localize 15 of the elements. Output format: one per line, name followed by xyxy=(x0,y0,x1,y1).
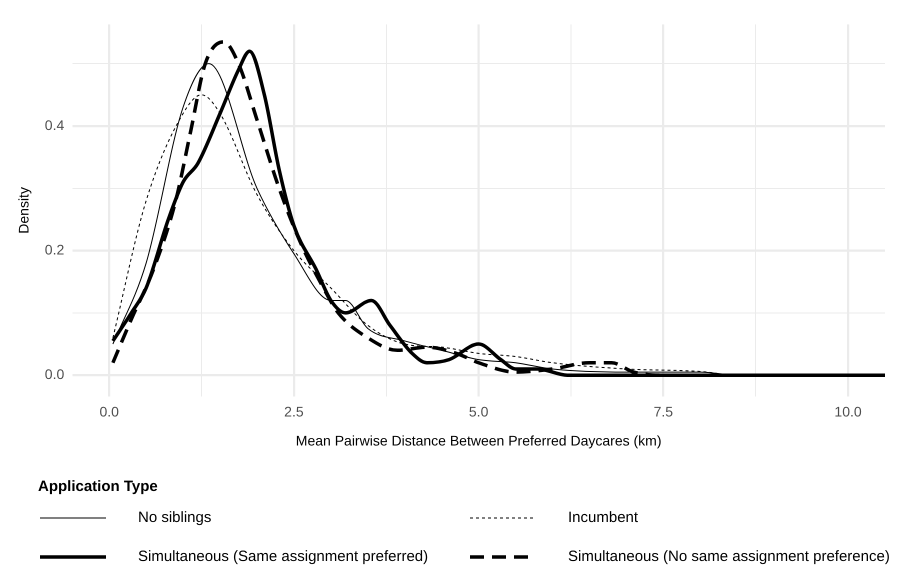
y-tick-label: 0.0 xyxy=(44,366,64,382)
y-axis-title: Density xyxy=(15,187,32,234)
legend-label: Simultaneous (Same assignment preferred) xyxy=(138,548,428,565)
x-tick-label: 2.5 xyxy=(284,404,304,420)
y-tick-label: 0.4 xyxy=(44,116,64,133)
legend-label: Simultaneous (No same assignment preference) xyxy=(568,548,890,565)
legend-label: No siblings xyxy=(138,509,212,526)
y-tick-label: 0.2 xyxy=(44,241,64,258)
legend-title: Application Type xyxy=(38,478,159,495)
x-axis-title: Mean Pairwise Distance Between Preferred Daycares (km) xyxy=(296,432,662,448)
x-tick-label: 0.0 xyxy=(99,404,120,420)
legend-label: Incumbent xyxy=(568,509,638,526)
x-tick-label: 7.5 xyxy=(654,404,674,420)
x-tick-label: 10.0 xyxy=(834,404,862,420)
x-tick-label: 5.0 xyxy=(468,404,489,420)
